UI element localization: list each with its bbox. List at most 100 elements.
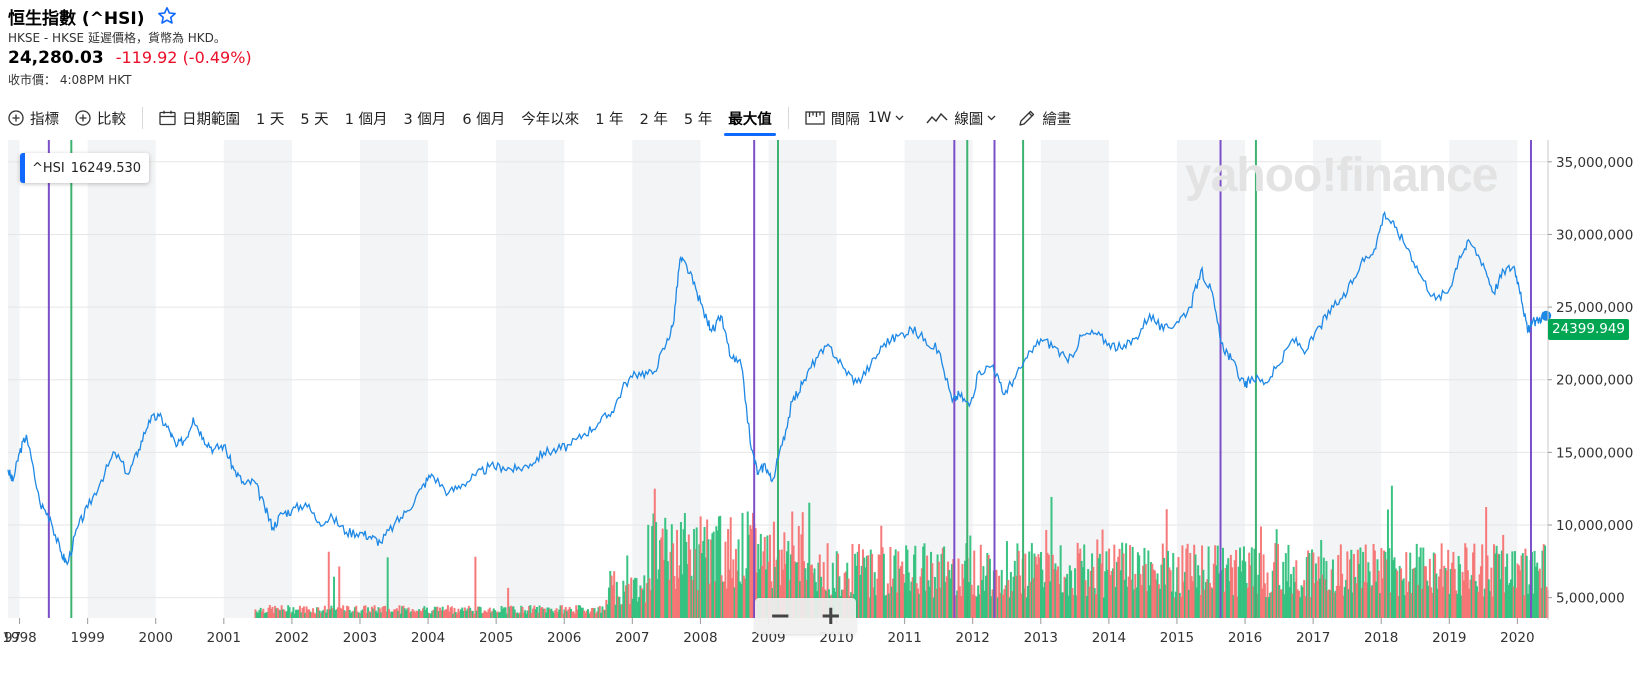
volume-bar [1206, 579, 1209, 618]
volume-bar [1253, 548, 1256, 618]
range-2y[interactable]: 2 年 [639, 111, 668, 128]
volume-bar [624, 585, 627, 618]
volume-bar [322, 609, 325, 618]
range-1y[interactable]: 1 年 [595, 111, 624, 128]
volume-bar [1511, 551, 1514, 618]
volume-bar [1194, 554, 1197, 618]
price-chart[interactable]: 5,000,000 10,000,000 15,000,000 20,000,000 2… [0, 140, 1643, 688]
volume-bar [1418, 556, 1421, 618]
volume-bar [813, 568, 816, 618]
volume-bar [1345, 579, 1348, 618]
volume-bar [971, 594, 974, 618]
volume-bar [600, 612, 603, 618]
interval-dropdown[interactable]: 間隔 1W [797, 100, 919, 136]
volume-bar [547, 607, 550, 618]
range-6m[interactable]: 6 個月 [462, 111, 506, 128]
range-1m[interactable]: 1 個月 [344, 111, 388, 128]
volume-bar [452, 613, 455, 618]
range-max[interactable]: 最大值 [720, 100, 780, 136]
volume-bar [683, 513, 686, 618]
volume-bar [538, 605, 541, 618]
volume-bar [967, 581, 970, 618]
chart-type-dropdown[interactable]: 線圖 [918, 100, 1010, 136]
volume-bar [1489, 591, 1492, 618]
volume-bar [579, 605, 582, 618]
volume-bar [1443, 565, 1446, 618]
range-5d[interactable]: 5 天 [300, 111, 329, 128]
line-chart-icon [926, 112, 948, 124]
y-tick-label: 20,000,000 [1556, 373, 1633, 389]
volume-bar [903, 582, 906, 618]
volume-bar [1411, 569, 1414, 618]
volume-bar [1020, 593, 1023, 618]
volume-bar [1231, 567, 1234, 618]
volume-bar [571, 611, 574, 618]
volume-bar [1161, 543, 1164, 618]
chart-area[interactable]: 5,000,000 10,000,000 15,000,000 20,000,000 2… [0, 140, 1643, 688]
volume-bar [448, 611, 451, 618]
volume-bar [1159, 588, 1162, 618]
volume-bar [1325, 561, 1328, 618]
volume-bar [878, 554, 881, 618]
draw-button[interactable]: 繪畫 [1010, 100, 1079, 136]
range-1d[interactable]: 1 天 [256, 111, 285, 128]
volume-bar [1186, 543, 1189, 618]
volume-bar [1448, 593, 1451, 618]
volume-bar [1214, 545, 1217, 618]
range-5y[interactable]: 5 年 [683, 111, 713, 128]
volume-bar [1228, 581, 1231, 618]
volume-bar [1324, 579, 1327, 618]
volume-bar [1201, 545, 1204, 618]
volume-bar [902, 574, 905, 618]
volume-bar [339, 607, 342, 618]
volume-bar [546, 607, 549, 618]
volume-bar [1149, 562, 1152, 618]
volume-bar [918, 593, 921, 618]
date-range-label: 日期範圍 [182, 111, 240, 128]
volume-bar [405, 610, 408, 618]
volume-bar [1123, 579, 1126, 618]
zoom-out-button[interactable]: − [769, 601, 792, 631]
volume-bar [480, 613, 483, 618]
volume-bar [689, 549, 692, 618]
volume-bar [983, 590, 986, 618]
volume-bar [775, 559, 778, 618]
volume-bar [1516, 563, 1519, 618]
volume-bar [1087, 569, 1090, 618]
volume-bar [541, 607, 544, 618]
volume-bar [406, 608, 409, 618]
volume-bar [774, 566, 777, 618]
range-ytd[interactable]: 今年以來 [521, 111, 580, 128]
volume-bar [1093, 588, 1096, 618]
volume-bar [1544, 545, 1547, 618]
volume-bar [1156, 573, 1159, 618]
volume-bar [275, 608, 278, 618]
volume-bar [999, 592, 1002, 618]
volume-bar [731, 578, 734, 618]
compare-button[interactable]: 比較 [67, 100, 134, 136]
zoom-in-button[interactable]: + [819, 601, 842, 631]
volume-bar [806, 562, 809, 618]
volume-bar [745, 568, 748, 618]
volume-bar [884, 595, 887, 618]
volume-bar [613, 571, 616, 618]
volume-bar [1096, 539, 1099, 618]
volume-bar [1139, 574, 1142, 618]
volume-bar [1140, 585, 1143, 618]
volume-bar [1538, 568, 1541, 618]
volume-bar [1064, 578, 1067, 618]
indicators-button[interactable]: 指標 [0, 100, 67, 136]
volume-bar [746, 511, 749, 618]
date-range-button[interactable]: 日期範圍 [151, 100, 248, 136]
watchlist-star-icon[interactable] [157, 6, 177, 26]
range-3m[interactable]: 3 個月 [403, 111, 447, 128]
volume-bar [1308, 553, 1311, 618]
volume-bar [1184, 571, 1187, 618]
x-tick-label: 2017 [1296, 630, 1330, 646]
volume-bar [1451, 562, 1454, 618]
volume-bar [606, 604, 609, 618]
volume-bar [1334, 590, 1337, 618]
volume-bar [729, 517, 732, 618]
volume-bar [797, 525, 800, 618]
volume-bar [1388, 548, 1391, 618]
